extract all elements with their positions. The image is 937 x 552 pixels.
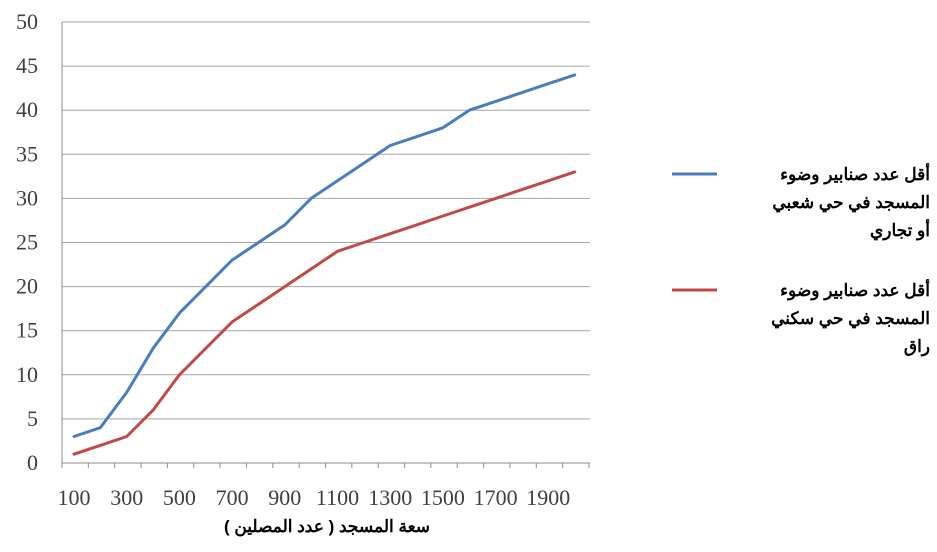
x-tick-label: 900 bbox=[268, 485, 301, 510]
grid-layer bbox=[62, 21, 590, 420]
y-tick-label: 40 bbox=[16, 97, 38, 122]
series-layer bbox=[72, 73, 577, 456]
legend-label-1: المسجد في حي شعبي bbox=[772, 193, 930, 213]
x-tick-label: 1300 bbox=[368, 485, 412, 510]
y-tick-label: 5 bbox=[27, 406, 38, 431]
legend-label-2: المسجد في حي سكني bbox=[771, 309, 930, 329]
y-tick-label: 30 bbox=[16, 185, 38, 210]
legend-label-1: أقل عدد صنابير وضوء bbox=[780, 162, 930, 185]
y-tick-label: 20 bbox=[16, 274, 38, 299]
series-line-2 bbox=[72, 170, 577, 456]
x-tick-label: 700 bbox=[216, 485, 249, 510]
tick-layer: 0 5 10 15 20 25 30 35 40 45 50 100 300 500 700 900 1100 1… bbox=[16, 9, 570, 510]
legend-label-2: أقل عدد صنابير وضوء bbox=[780, 278, 930, 301]
legend-label-1: أو تجاري bbox=[870, 218, 930, 241]
y-tick-label: 35 bbox=[16, 141, 38, 166]
y-tick-label: 15 bbox=[16, 318, 38, 343]
x-tick-label: 1700 bbox=[474, 485, 518, 510]
x-axis-title: سعة المسجد ( عدد المصلين ) bbox=[224, 517, 430, 537]
x-tick-label: 1100 bbox=[316, 485, 359, 510]
y-tick-label: 45 bbox=[16, 53, 38, 78]
legend: أقل عدد صنابير وضوء المسجد في حي شعبي أو ت… bbox=[672, 162, 930, 357]
y-tick-label: 10 bbox=[16, 362, 38, 387]
x-tick-label: 100 bbox=[58, 485, 91, 510]
legend-label-2: راق bbox=[904, 337, 930, 357]
y-tick-label: 0 bbox=[27, 450, 38, 475]
y-tick-label: 25 bbox=[16, 230, 38, 255]
series-line-1 bbox=[72, 73, 577, 438]
x-tick-label: 500 bbox=[163, 485, 196, 510]
x-tick-label: 1500 bbox=[421, 485, 465, 510]
y-tick-label: 50 bbox=[16, 9, 38, 34]
x-tick-label: 1900 bbox=[526, 485, 570, 510]
x-tick-label: 300 bbox=[110, 485, 143, 510]
axis-layer bbox=[61, 22, 590, 468]
